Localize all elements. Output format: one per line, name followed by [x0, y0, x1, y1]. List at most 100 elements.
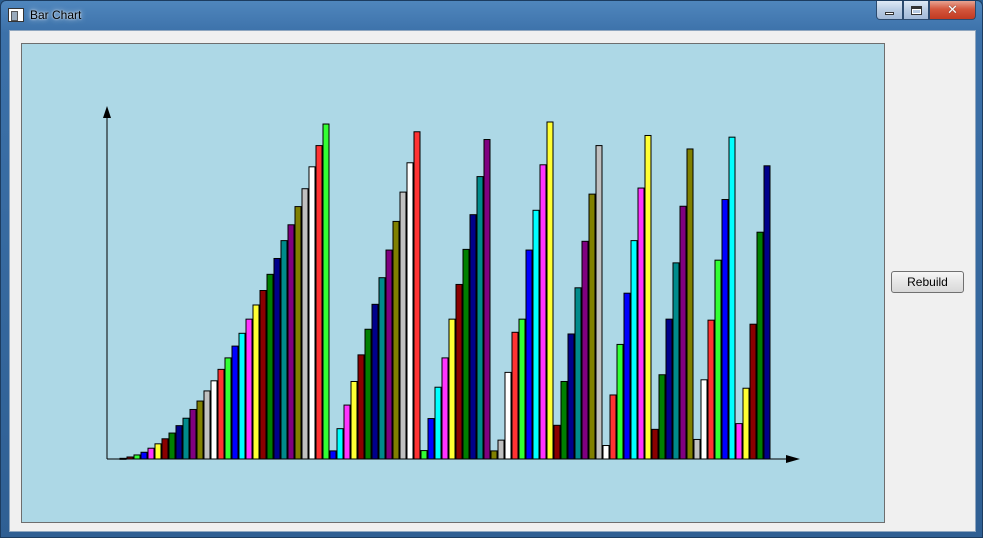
- bar-3-6: [455, 283, 463, 460]
- bar-1-25: [287, 224, 295, 460]
- bar-1-30: [322, 123, 330, 460]
- x-axis-arrow: [786, 455, 800, 463]
- bar-2-12: [406, 162, 414, 460]
- bar-8-4: [714, 259, 722, 460]
- bar-4-7: [532, 209, 540, 460]
- bar-6-4: [630, 240, 638, 460]
- bar-8-6: [728, 136, 736, 460]
- bar-1-18: [238, 332, 246, 460]
- bar-3-7: [462, 248, 470, 460]
- bar-1-27: [301, 188, 309, 460]
- bar-1-21: [259, 290, 267, 460]
- bar-1-26: [294, 206, 302, 460]
- bar-5-3: [567, 333, 575, 460]
- bar-2-11: [399, 191, 407, 460]
- bar-2-5: [357, 354, 365, 460]
- bar-3-10: [483, 139, 491, 460]
- y-axis-arrow: [103, 106, 111, 118]
- bar-7-6: [686, 148, 694, 460]
- bar-1-28: [308, 166, 316, 460]
- bar-chart: [103, 106, 800, 463]
- bar-1-19: [245, 318, 253, 460]
- bar-8-5: [721, 199, 729, 460]
- bar-3-8: [469, 214, 477, 460]
- bar-4-4: [511, 331, 519, 460]
- bar-8-2: [700, 379, 708, 460]
- bar-1-15: [217, 368, 225, 460]
- maximize-icon: [910, 5, 922, 15]
- bar-7-5: [679, 205, 687, 460]
- bar-1-6: [154, 443, 162, 460]
- bar-6-5: [637, 187, 645, 460]
- minimize-button[interactable]: [876, 1, 903, 20]
- title-bar[interactable]: Bar Chart ✕: [1, 1, 982, 29]
- bar-1-24: [280, 240, 288, 460]
- bar-5-4: [574, 287, 582, 460]
- bar-3-4: [441, 357, 449, 460]
- bar-5-6: [588, 193, 596, 460]
- bar-1-14: [210, 380, 218, 460]
- bar-1-10: [182, 417, 190, 460]
- bar-9-3: [749, 323, 757, 460]
- bar-2-1: [329, 450, 337, 460]
- bar-9-5: [763, 165, 771, 460]
- chart-panel: [21, 43, 885, 523]
- bar-1-22: [266, 273, 274, 460]
- bar-2-13: [413, 131, 421, 460]
- client-area: Rebuild: [9, 30, 976, 532]
- bar-1-7: [161, 438, 169, 460]
- bar-2-8: [378, 277, 386, 460]
- bar-8-3: [707, 319, 715, 460]
- bar-1-12: [196, 400, 204, 460]
- bar-7-4: [672, 262, 680, 460]
- app-icon[interactable]: [8, 8, 24, 22]
- bar-1-17: [231, 345, 239, 460]
- maximize-button[interactable]: [903, 1, 929, 20]
- bar-1-3: [133, 454, 141, 460]
- caption-buttons: ✕: [876, 1, 976, 21]
- bar-4-9: [546, 121, 554, 460]
- bar-2-10: [392, 220, 400, 460]
- bar-3-5: [448, 318, 456, 460]
- bar-6-3: [623, 292, 631, 460]
- bar-4-2: [497, 439, 505, 460]
- bar-1-13: [203, 390, 211, 460]
- bar-5-2: [560, 380, 568, 460]
- bar-5-5: [581, 240, 589, 460]
- bar-3-3: [434, 386, 442, 460]
- bar-1-20: [252, 304, 260, 460]
- bar-5-7: [595, 145, 603, 460]
- bar-9-4: [756, 231, 764, 460]
- bar-2-3: [343, 404, 351, 460]
- bar-9-1: [735, 423, 743, 460]
- bar-7-2: [658, 374, 666, 460]
- bar-6-2: [616, 343, 624, 460]
- bar-5-1: [553, 424, 561, 460]
- bar-7-3: [665, 318, 673, 460]
- bar-2-9: [385, 249, 393, 460]
- bar-6-1: [609, 394, 617, 460]
- bar-3-9: [476, 176, 484, 460]
- bar-4-1: [490, 450, 498, 460]
- bar-6-6: [644, 134, 652, 460]
- bar-1-16: [224, 357, 232, 460]
- bar-1-9: [175, 425, 183, 460]
- bar-4-6: [525, 249, 533, 460]
- bar-3-2: [427, 418, 435, 460]
- bar-4-3: [504, 371, 512, 460]
- bar-1-29: [315, 145, 323, 460]
- bar-7-1: [651, 428, 659, 460]
- bar-2-2: [336, 428, 344, 460]
- bar-1-8: [168, 432, 176, 460]
- bar-2-4: [350, 380, 358, 460]
- rebuild-button[interactable]: Rebuild: [891, 271, 964, 293]
- bar-1-11: [189, 408, 197, 460]
- bar-5-8: [602, 445, 610, 460]
- close-button[interactable]: ✕: [929, 1, 976, 20]
- bar-8-1: [693, 438, 701, 460]
- window-title: Bar Chart: [30, 8, 82, 22]
- bar-2-7: [371, 303, 379, 460]
- bar-9-2: [742, 387, 750, 460]
- bar-4-5: [518, 318, 526, 460]
